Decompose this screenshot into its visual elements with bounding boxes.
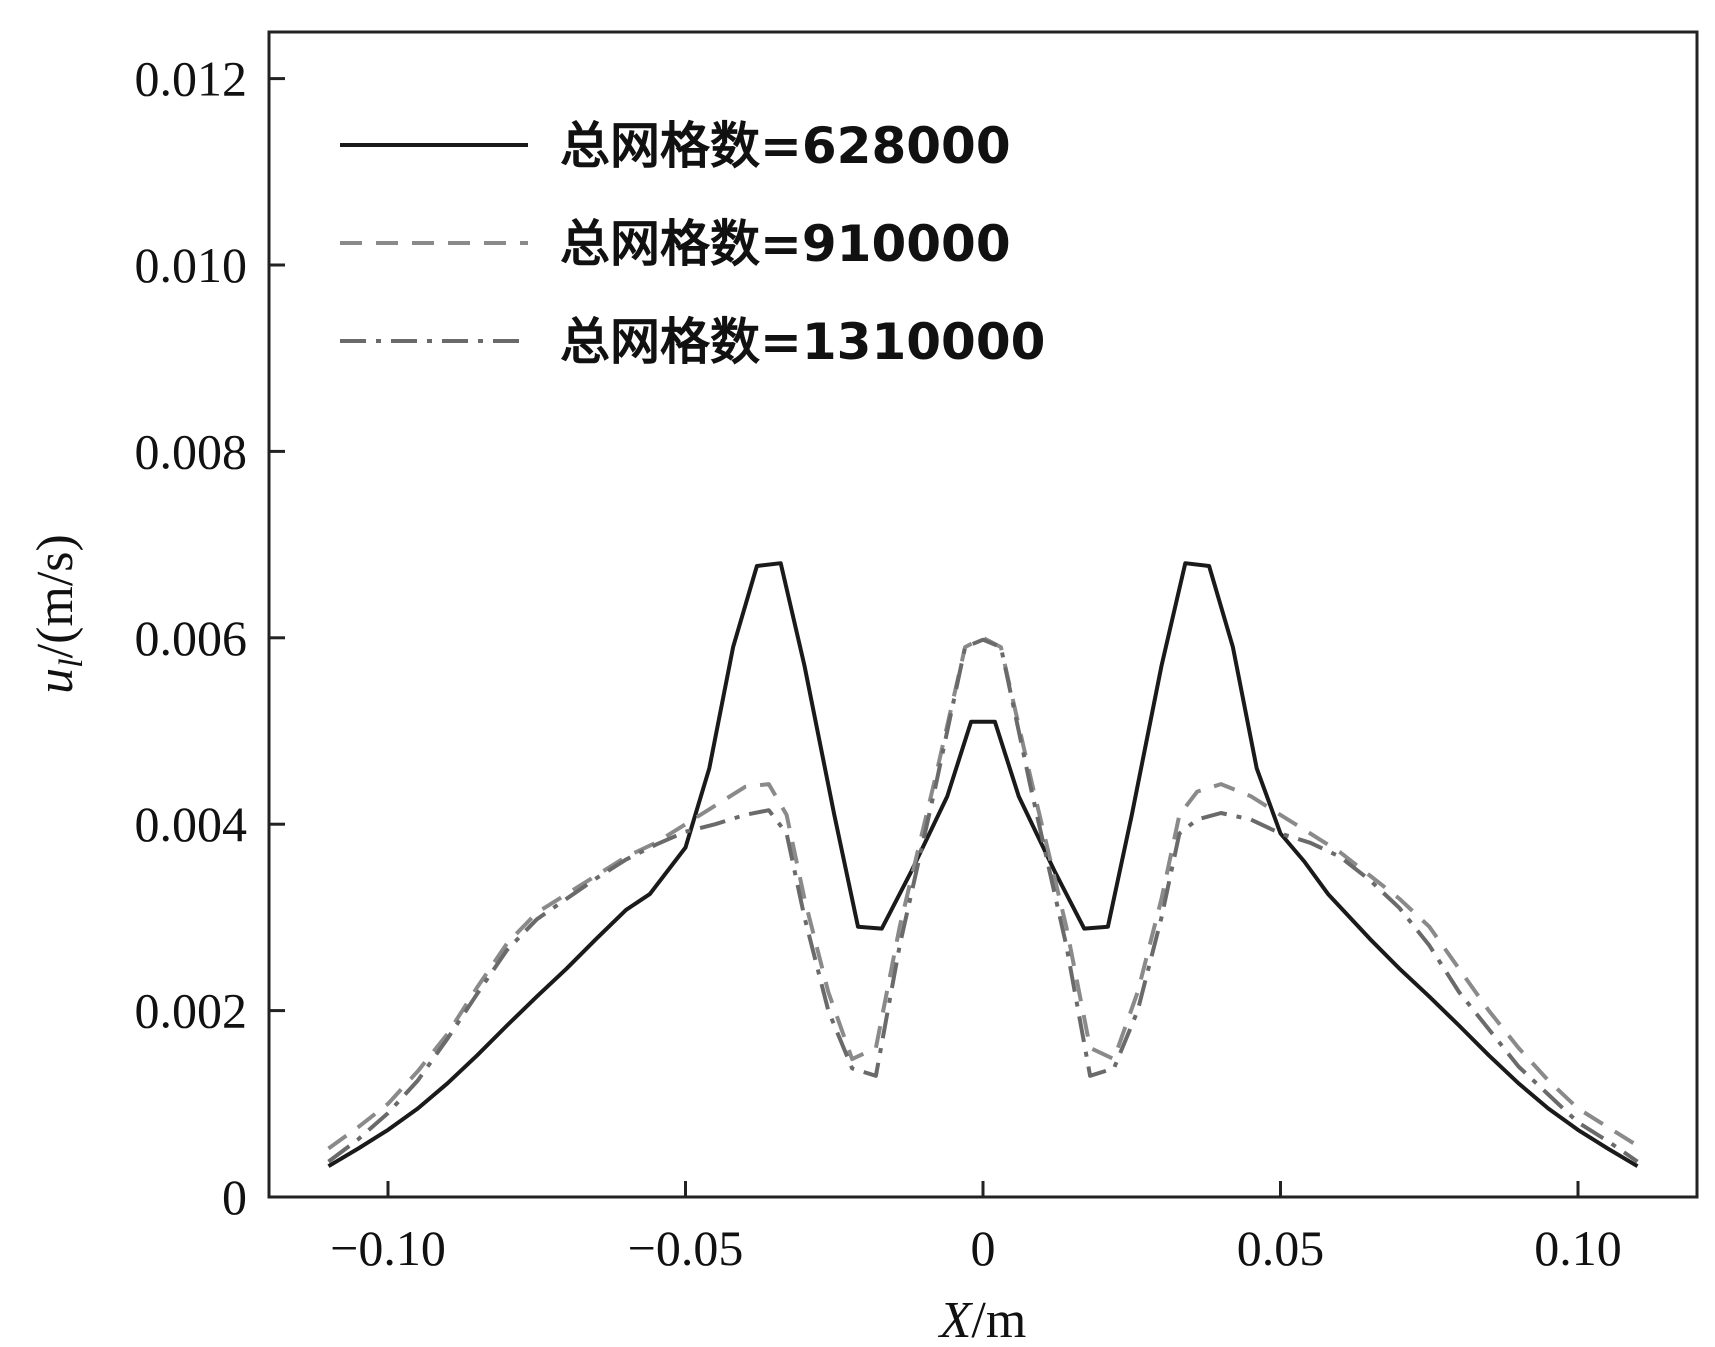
x-axis-label-main: X <box>938 1292 974 1347</box>
y-axis-label-unit: /(m/s) <box>27 534 84 658</box>
x-tick-label: 0 <box>971 1220 996 1276</box>
y-axis-ticks: 0 0.002 0.004 0.006 0.008 0.010 0.012 <box>135 51 285 1225</box>
y-tick-label: 0.004 <box>135 796 248 852</box>
series-lines <box>327 561 1639 1168</box>
x-axis-label: X/m <box>938 1292 1027 1347</box>
x-tick-label: 0.05 <box>1237 1220 1325 1276</box>
x-tick-label: −0.05 <box>628 1220 744 1276</box>
y-tick-label: 0.002 <box>135 983 248 1039</box>
y-axis-label-sub: l <box>53 658 90 667</box>
legend: 总网格数=628000 总网格数=910000 总网格数=1310000 <box>340 117 1045 371</box>
x-axis-label-unit: /m <box>971 1292 1026 1347</box>
y-tick-label: 0 <box>222 1169 247 1225</box>
x-tick-label: −0.10 <box>330 1220 446 1276</box>
y-axis-label-main: u <box>27 668 84 694</box>
series-line-2 <box>327 635 1639 1151</box>
series-line-1 <box>327 561 1639 1168</box>
y-tick-label: 0.012 <box>135 51 248 107</box>
y-tick-label: 0.010 <box>135 237 248 293</box>
legend-label-3: 总网格数=1310000 <box>560 313 1045 371</box>
x-axis-ticks: −0.10 −0.05 0 0.05 0.10 <box>330 1181 1622 1276</box>
x-tick-label: 0.10 <box>1534 1220 1622 1276</box>
legend-label-2: 总网格数=910000 <box>560 215 1011 273</box>
y-tick-label: 0.008 <box>135 423 248 479</box>
plot-area-frame <box>267 30 1699 1199</box>
series-line-3 <box>327 637 1639 1164</box>
y-tick-label: 0.006 <box>135 610 248 666</box>
legend-label-1: 总网格数=628000 <box>560 117 1011 175</box>
y-axis-label: ul/(m/s) <box>27 534 90 694</box>
